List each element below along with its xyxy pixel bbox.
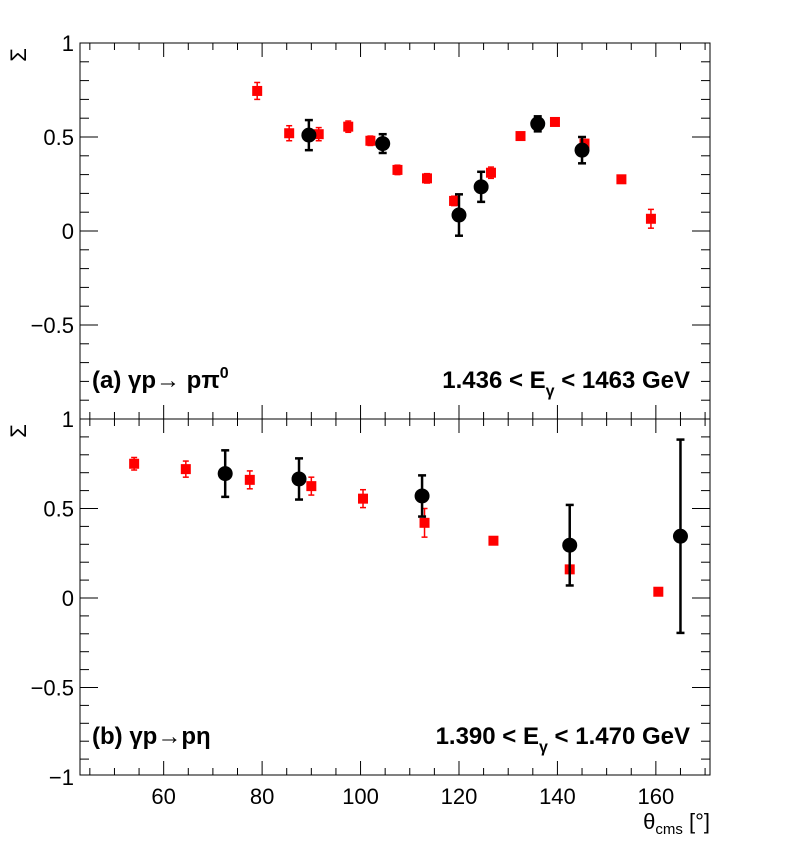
panel-top: −0.500.51Σ(a) γp→ pπ0 1.436 < Eγ < 1463 G… <box>6 31 711 420</box>
annotation-reaction-text: (b) γp→pη <box>92 723 211 750</box>
data-point-circle <box>530 116 546 132</box>
annotation-energy-text: 1.436 < E <box>442 367 545 394</box>
data-point-square <box>343 121 354 132</box>
plot-frame-bottom <box>79 418 711 776</box>
data-point-circle <box>217 466 233 482</box>
x-tick-label: 100 <box>342 784 379 809</box>
x-axis-title: θcms [°] <box>643 809 710 838</box>
data-point-circle <box>562 537 578 553</box>
y-tick-label: 0 <box>62 219 74 244</box>
data-point-square <box>180 464 191 475</box>
annotation-energy-sub: γ <box>546 383 555 400</box>
series-black-circles-bottom <box>217 438 688 635</box>
x-tick-label: 160 <box>638 784 675 809</box>
data-point-square <box>549 116 560 127</box>
x-tick-label: 140 <box>539 784 576 809</box>
annotation-energy-tail: < 1463 GeV <box>555 367 690 394</box>
data-point-circle <box>451 207 467 223</box>
x-tick-label: 60 <box>151 784 175 809</box>
annotation-energy-text: 1.390 < E <box>436 723 539 750</box>
x-tick-label: 80 <box>250 784 274 809</box>
data-point-square <box>485 167 496 178</box>
y-tick-label: 1 <box>62 31 74 56</box>
data-point-square <box>392 164 403 175</box>
series-red-squares-top <box>252 81 656 229</box>
x-axis-title-theta: θ <box>643 809 655 834</box>
data-point-square <box>419 517 430 528</box>
data-point-square <box>421 173 432 184</box>
data-point-square <box>515 131 526 142</box>
data-point-square <box>306 481 317 492</box>
data-point-circle <box>473 179 489 195</box>
x-axis-title-sub: cms <box>655 821 683 838</box>
annotation-energy-tail: < 1.470 GeV <box>548 723 690 750</box>
y-tick-label: 0.5 <box>43 125 74 150</box>
data-point-square <box>284 128 295 139</box>
data-point-square <box>449 195 460 206</box>
data-point-square <box>358 493 369 504</box>
data-point-square <box>488 535 499 546</box>
annotation-energy: 1.390 < Eγ < 1.470 GeV <box>436 723 690 756</box>
y-tick-label: 0 <box>62 586 74 611</box>
y-axis-title: Σ <box>6 48 31 62</box>
data-point-square <box>645 213 656 224</box>
data-point-circle <box>301 127 317 143</box>
data-point-square <box>313 129 324 140</box>
y-axis-title: Σ <box>6 424 31 438</box>
annotation-reaction-sup: 0 <box>220 365 229 382</box>
data-point-square <box>616 174 627 185</box>
data-point-circle <box>414 488 430 504</box>
data-point-square <box>653 586 664 597</box>
y-tick-label: 1 <box>62 407 74 432</box>
data-point-circle <box>291 471 307 487</box>
data-point-circle <box>672 528 688 544</box>
data-point-square <box>365 135 376 146</box>
y-tick-label: −1 <box>49 765 74 790</box>
annotation-reaction-text: (a) γp→ pπ <box>92 367 220 394</box>
data-point-square <box>129 458 140 469</box>
x-tick-label: 120 <box>441 784 478 809</box>
annotation-reaction: (b) γp→pη <box>92 723 211 750</box>
annotation-reaction: (a) γp→ pπ0 <box>92 365 229 394</box>
series-black-circles-top <box>301 115 590 237</box>
annotation-energy-sub: γ <box>539 739 548 756</box>
y-tick-label: 0.5 <box>43 497 74 522</box>
data-point-circle <box>574 142 590 158</box>
data-point-square <box>252 85 263 96</box>
y-tick-label: −0.5 <box>31 313 74 338</box>
data-point-square <box>244 474 255 485</box>
data-point-circle <box>375 136 391 152</box>
x-axis-title-tail: [°] <box>683 809 710 834</box>
y-tick-label: −0.5 <box>31 676 74 701</box>
annotation-energy: 1.436 < Eγ < 1463 GeV <box>442 367 690 400</box>
